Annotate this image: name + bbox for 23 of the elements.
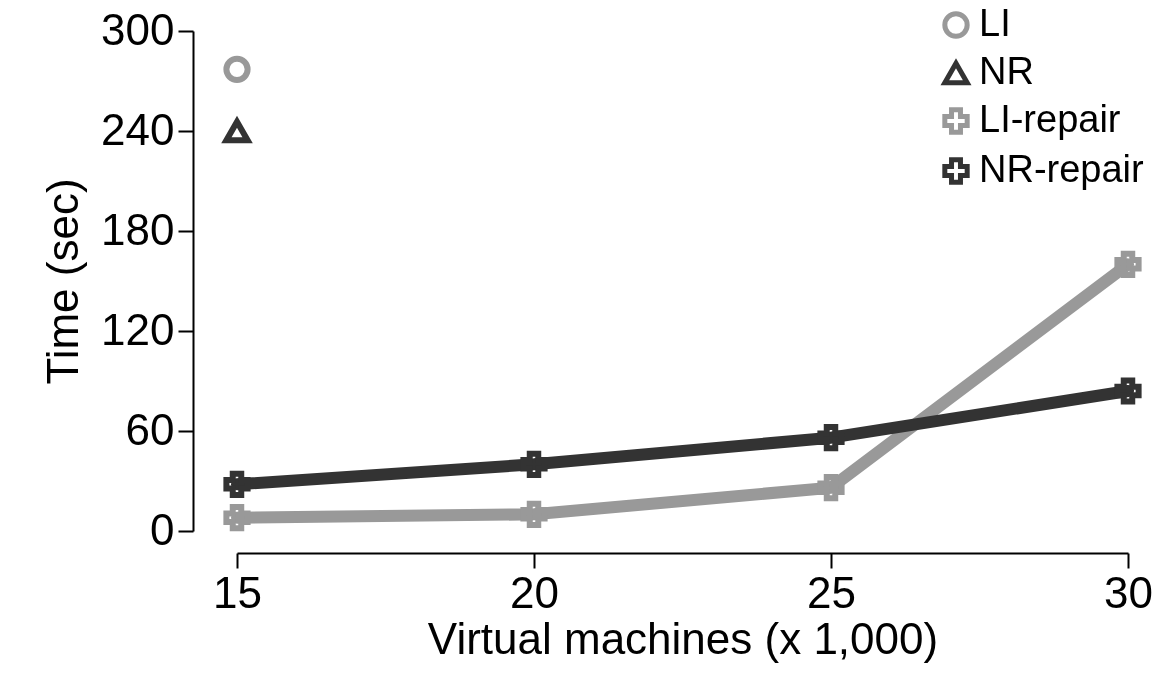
legend-label: NR <box>979 50 1034 92</box>
legend-label: LI-repair <box>979 98 1121 140</box>
y-tick-label: 120 <box>101 304 175 354</box>
y-tick-label: 60 <box>125 404 175 454</box>
point <box>1114 250 1142 278</box>
legend-label: NR-repair <box>979 148 1145 190</box>
point <box>223 470 251 498</box>
point <box>817 424 845 452</box>
point <box>223 55 251 83</box>
x-tick-label: 30 <box>1104 567 1153 617</box>
y-axis-title: Time (sec) <box>38 178 88 385</box>
y-tick-label: 240 <box>101 104 175 154</box>
y-tick-label: 180 <box>101 204 175 254</box>
legend-label: LI <box>979 2 1011 44</box>
point <box>520 500 548 528</box>
y-tick-label: 300 <box>101 4 175 54</box>
point <box>817 474 845 502</box>
y-tick-label: 0 <box>150 504 175 554</box>
point <box>223 504 251 532</box>
point <box>520 450 548 478</box>
point <box>221 116 253 144</box>
x-tick-label: 15 <box>213 567 262 617</box>
point <box>1114 377 1142 405</box>
